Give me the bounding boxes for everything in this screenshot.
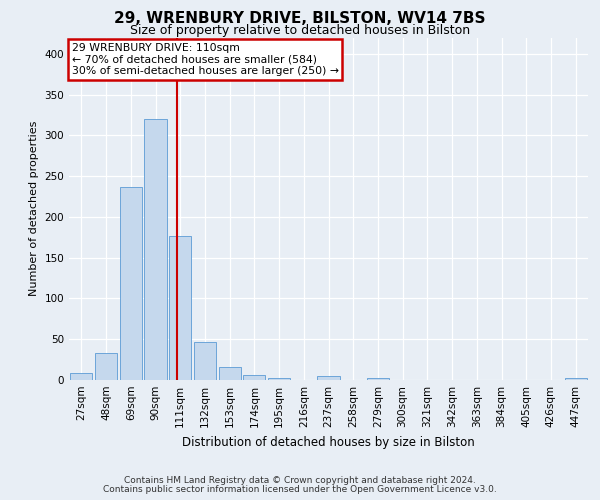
Bar	[218, 367, 241, 380]
Text: Contains HM Land Registry data © Crown copyright and database right 2024.: Contains HM Land Registry data © Crown c…	[124, 476, 476, 485]
Bar	[194, 342, 216, 380]
Text: Distribution of detached houses by size in Bilston: Distribution of detached houses by size …	[182, 436, 475, 449]
Text: 29, WRENBURY DRIVE, BILSTON, WV14 7BS: 29, WRENBURY DRIVE, BILSTON, WV14 7BS	[114, 11, 486, 26]
Bar	[169, 236, 191, 380]
Y-axis label: Number of detached properties: Number of detached properties	[29, 121, 39, 296]
Bar	[317, 376, 340, 380]
Bar	[565, 378, 587, 380]
Bar	[243, 375, 265, 380]
Bar	[119, 186, 142, 380]
Bar	[268, 378, 290, 380]
Text: Size of property relative to detached houses in Bilston: Size of property relative to detached ho…	[130, 24, 470, 37]
Bar	[367, 378, 389, 380]
Bar	[70, 374, 92, 380]
Bar	[145, 119, 167, 380]
Text: 29 WRENBURY DRIVE: 110sqm
← 70% of detached houses are smaller (584)
30% of semi: 29 WRENBURY DRIVE: 110sqm ← 70% of detac…	[71, 42, 338, 76]
Text: Contains public sector information licensed under the Open Government Licence v3: Contains public sector information licen…	[103, 484, 497, 494]
Bar	[95, 353, 117, 380]
